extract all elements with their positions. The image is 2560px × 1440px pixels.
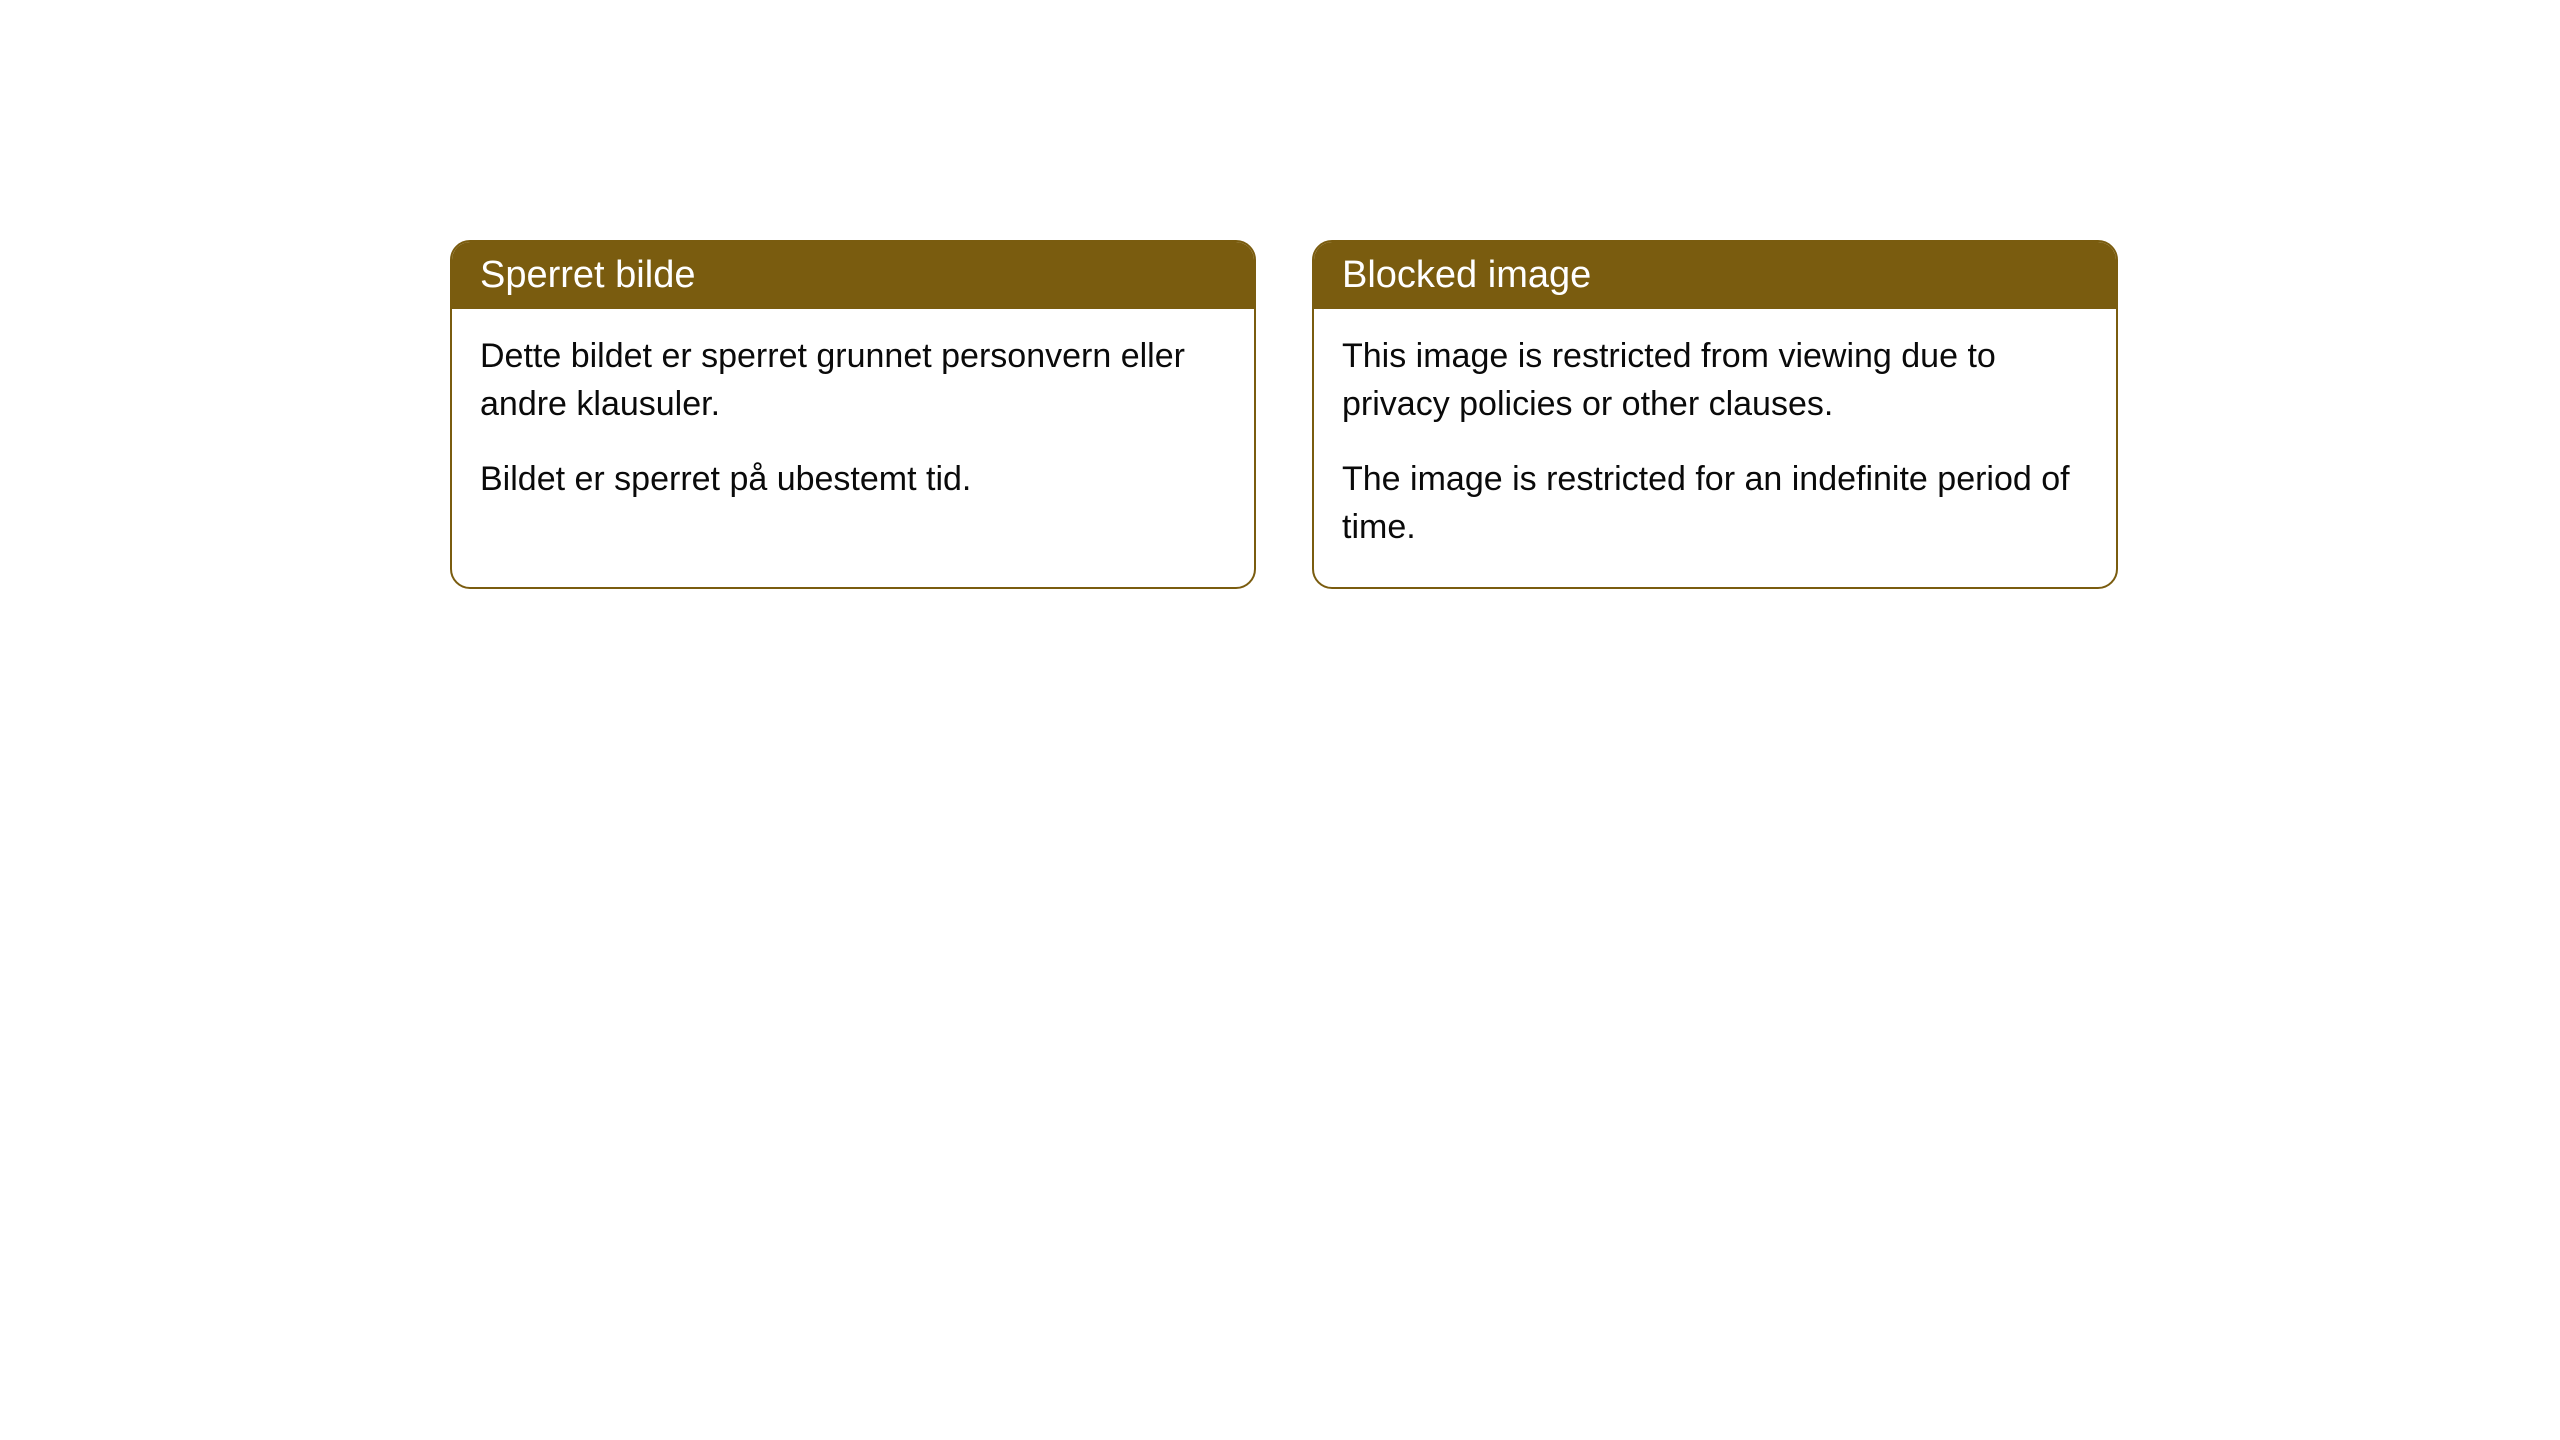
card-english: Blocked image This image is restricted f… [1312, 240, 2118, 589]
cards-container: Sperret bilde Dette bildet er sperret gr… [0, 0, 2560, 589]
card-norwegian-body: Dette bildet er sperret grunnet personve… [452, 309, 1254, 540]
card-english-title: Blocked image [1342, 254, 1591, 296]
card-norwegian-header: Sperret bilde [452, 242, 1254, 309]
card-english-para2: The image is restricted for an indefinit… [1342, 456, 2088, 551]
card-english-header: Blocked image [1314, 242, 2116, 309]
card-norwegian-title: Sperret bilde [480, 254, 695, 296]
card-norwegian-para2: Bildet er sperret på ubestemt tid. [480, 456, 1226, 504]
card-norwegian-para1: Dette bildet er sperret grunnet personve… [480, 333, 1226, 428]
card-norwegian: Sperret bilde Dette bildet er sperret gr… [450, 240, 1256, 589]
card-english-para1: This image is restricted from viewing du… [1342, 333, 2088, 428]
card-english-body: This image is restricted from viewing du… [1314, 309, 2116, 587]
